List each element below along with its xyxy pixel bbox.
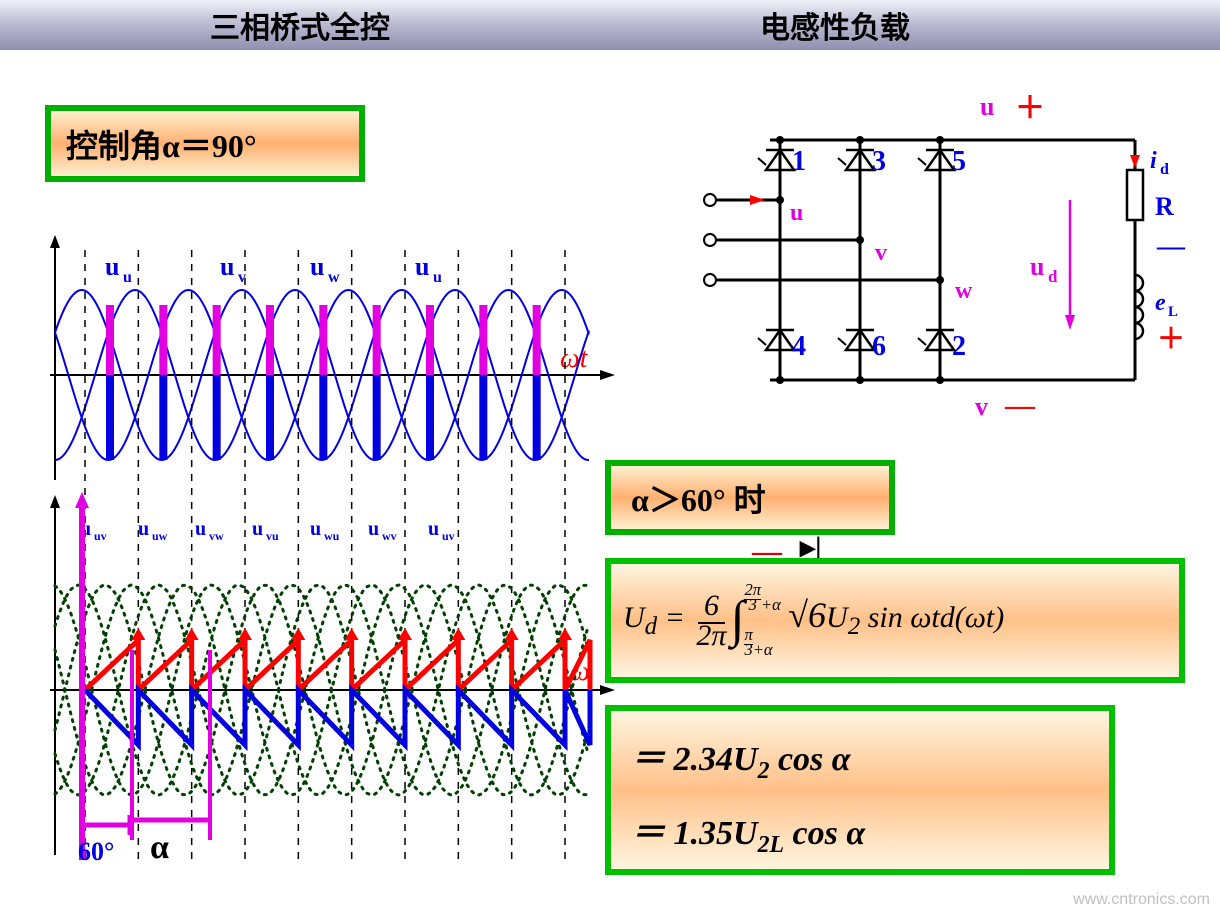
svg-text:vu: vu [266,529,279,543]
svg-text:u: u [790,200,803,226]
svg-text:u: u [195,518,206,540]
svg-text:1: 1 [792,146,806,177]
svg-text:v: v [875,240,887,266]
svg-text:uw: uw [152,529,168,543]
svg-text:u: u [428,518,439,540]
svg-text:v: v [975,392,988,420]
waveform-diagram: ωtuuuvuwuuωuuvuuwuvwuvuuwuuwvuuv60°α [10,200,630,880]
svg-text:u: u [310,252,324,281]
svg-text:uv: uv [442,529,455,543]
svg-text:—: — [1004,389,1036,420]
svg-text:u: u [1030,252,1044,281]
svg-text:60°: 60° [78,837,114,866]
svg-text:6: 6 [872,331,886,362]
svg-text:v: v [238,269,246,286]
svg-text:u: u [310,518,321,540]
header-title-left: 三相桥式全控 [210,3,390,47]
svg-text:u: u [220,252,234,281]
svg-text:u: u [415,252,429,281]
svg-text:＋: ＋ [1015,92,1045,125]
control-angle-text: 控制角α＝90° [66,121,257,167]
svg-text:u: u [123,269,132,286]
svg-text:α: α [150,829,169,866]
control-angle-box: 控制角α＝90° [45,105,365,182]
svg-text:u: u [105,252,119,281]
svg-text:i: i [1150,148,1157,174]
svg-text:uv: uv [94,529,107,543]
watermark: www.cntronics.com [1073,891,1210,909]
svg-text:5: 5 [952,146,966,177]
svg-text:2: 2 [952,331,966,362]
svg-text:w: w [328,269,340,286]
svg-text:w: w [955,278,973,304]
svg-text:R: R [1155,192,1174,221]
formula-integral-box: Ud = 62π∫2π3+απ3+α √6U2 sin ωtd(ωt) [605,558,1185,683]
circuit-diagram: 135462uvwu＋idRud—eL＋v— [680,80,1210,420]
svg-text:u: u [433,269,442,286]
svg-text:ωt: ωt [560,343,589,374]
svg-text:wu: wu [324,529,340,543]
svg-text:wv: wv [382,529,397,543]
formula-result-1: ＝ 2.34U2 cos α [631,729,1089,793]
formula-result-box: ＝ 2.34U2 cos α ＝ 1.35U2L cos α [605,705,1115,875]
svg-text:L: L [1168,304,1178,320]
formula-result-2: ＝ 1.35U2L cos α [631,803,1089,867]
alpha-condition-box: α＞60° 时 [605,460,895,535]
svg-text:u: u [368,518,379,540]
svg-text:u: u [252,518,263,540]
svg-text:4: 4 [792,331,806,362]
alpha-condition-text: α＞60° 时 [631,475,766,521]
svg-text:d: d [1048,267,1058,286]
svg-text:＋: ＋ [1157,324,1185,355]
svg-text:—: — [1156,231,1186,262]
svg-text:e: e [1155,290,1166,316]
svg-text:u: u [980,92,994,121]
svg-text:d: d [1160,161,1169,178]
header-title-right: 电感性负载 [760,3,910,47]
svg-text:3: 3 [872,146,886,177]
svg-text:vw: vw [209,529,224,543]
formula-integral: Ud = 62π∫2π3+απ3+α √6U2 sin ωtd(ωt) [623,583,1004,657]
svg-text:u: u [138,518,149,540]
